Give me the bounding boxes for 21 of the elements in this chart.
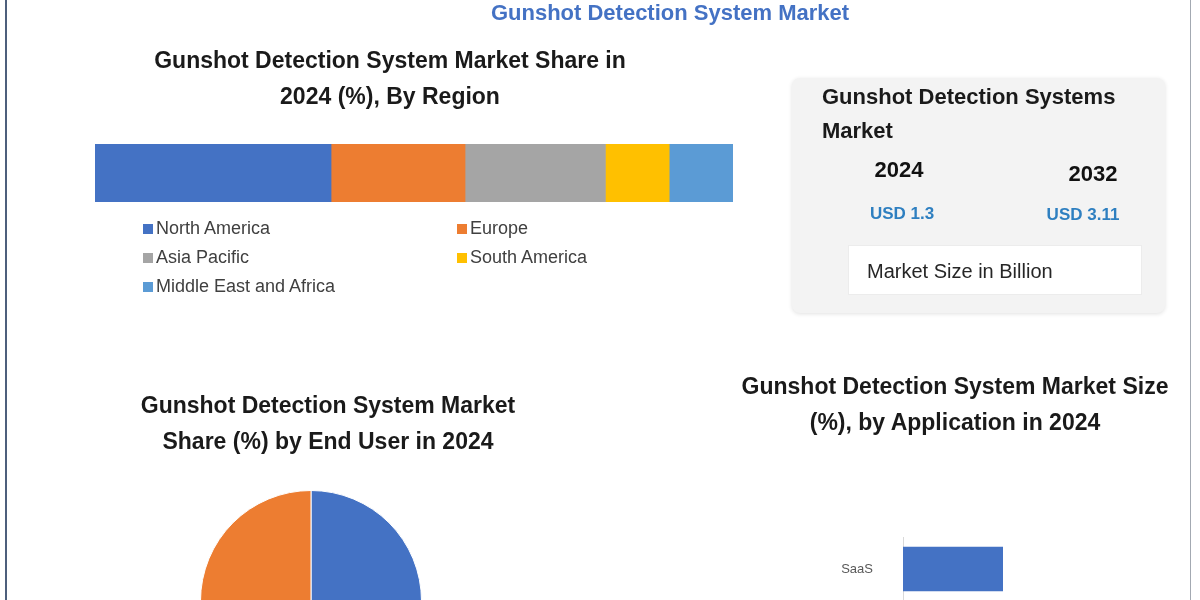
text: 2032	[1068, 161, 1118, 187]
text: Market Size in Billion	[848, 245, 1142, 295]
legend-label: Asia Pacific	[156, 247, 250, 268]
text: Gunshot Detection Systems Market	[822, 83, 1117, 145]
legend-label: Middle East and Africa	[156, 276, 336, 297]
bar	[464, 144, 606, 202]
bar	[668, 144, 733, 202]
text: 2024	[874, 157, 924, 183]
chart-title: Gunshot Detection System Market Share (%) by End User in 2024	[139, 391, 517, 456]
text: USD 3.11	[1046, 205, 1120, 225]
legend-label: Europe	[470, 218, 529, 239]
text: USD 1.3	[869, 204, 935, 224]
bar	[330, 144, 466, 202]
legend-label: South America	[470, 247, 588, 268]
chart-title: Gunshot Detection System Market Share in 2024 (%), By Region	[153, 46, 627, 111]
bar	[605, 144, 670, 202]
y-tick-label: SaaS	[841, 560, 874, 576]
legend-label: North America	[156, 218, 271, 239]
bar	[95, 144, 332, 202]
chart-title: Gunshot Detection System Market Size (%), by Application in 2024	[740, 372, 1170, 437]
text: Gunshot Detection System Market	[489, 0, 851, 27]
